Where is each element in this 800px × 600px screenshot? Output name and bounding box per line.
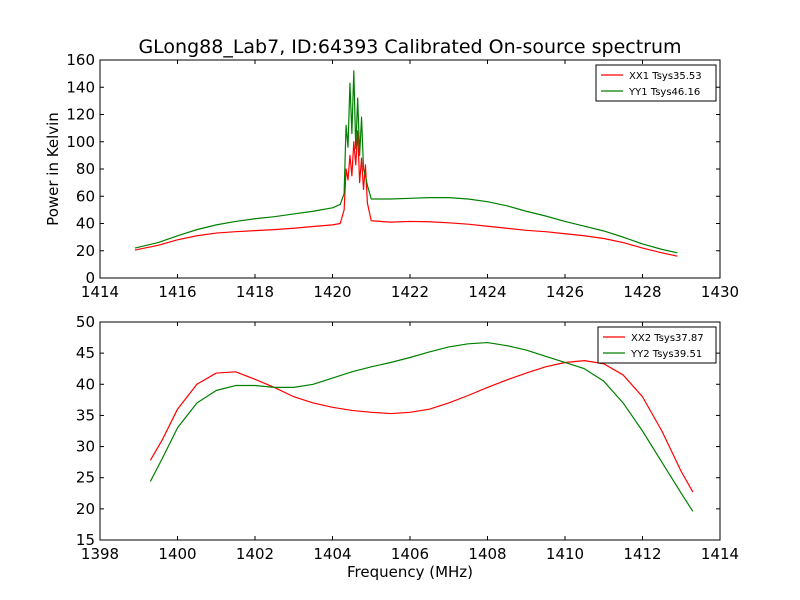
x-tick-label: 1404 — [313, 545, 351, 563]
legend-box — [595, 64, 717, 102]
y-tick-label: 80 — [76, 160, 95, 178]
y-tick-label: 20 — [76, 242, 95, 260]
x-tick-label: 1400 — [158, 545, 196, 563]
legend-entry: YY2 Tsys39.51 — [630, 349, 702, 360]
y-axis-label: Power in Kelvin — [44, 112, 62, 226]
x-tick-label: 1398 — [81, 545, 119, 563]
x-tick-label: 1422 — [391, 283, 429, 301]
x-tick-label: 1426 — [546, 283, 584, 301]
legend-entry: XX1 Tsys35.53 — [629, 71, 702, 82]
bottom-spectrum-panel: 1398 1400 1402 1404 1406 1408 1410 1412 1414 15 20… — [76, 313, 739, 581]
x-tick-label: 1414 — [81, 283, 119, 301]
y-tick-label: 100 — [66, 133, 95, 151]
x-tick-label: 1428 — [623, 283, 661, 301]
y-tick-label: 50 — [76, 313, 95, 331]
y-tick-label: 40 — [76, 375, 95, 393]
y-tick-label: 40 — [76, 215, 95, 233]
y-tick-label: 25 — [76, 469, 95, 487]
x-axis-label: Frequency (MHz) — [347, 563, 473, 581]
x-tick-label: 1424 — [468, 283, 506, 301]
y-tick-label: 0 — [85, 269, 95, 287]
x-tick-label: 1408 — [468, 545, 506, 563]
x-tick-label: 1418 — [236, 283, 274, 301]
legend-entry: YY1 Tsys46.16 — [628, 87, 700, 98]
legend: XX2 Tsys37.87 YY2 Tsys39.51 — [597, 326, 717, 364]
x-tick-label: 1410 — [546, 545, 584, 563]
y-tick-label: 140 — [66, 78, 95, 96]
y-tick-label: 30 — [76, 438, 95, 456]
y-tick-label: 120 — [66, 106, 95, 124]
x-tick-label: 1402 — [236, 545, 274, 563]
y-tick-label: 20 — [76, 500, 95, 518]
y-tick-label: 45 — [76, 344, 95, 362]
x-tick-label: 1412 — [623, 545, 661, 563]
x-tick-label: 1414 — [701, 545, 739, 563]
y-tick-label: 35 — [76, 406, 95, 424]
chart-title: GLong88_Lab7, ID:64393 Calibrated On-sou… — [138, 36, 681, 58]
x-tick-label: 1416 — [158, 283, 196, 301]
series-line-xx2 — [149, 360, 694, 493]
series-line-xx1 — [134, 130, 678, 257]
y-tick-label: 15 — [76, 531, 95, 549]
legend-box — [597, 326, 717, 364]
top-spectrum-panel: 1414 1416 1418 1420 1422 1424 1426 1428 1430 0 20 4… — [44, 51, 739, 301]
legend-entry: XX2 Tsys37.87 — [631, 333, 704, 344]
y-tick-label: 160 — [66, 51, 95, 69]
x-tick-label: 1406 — [391, 545, 429, 563]
y-tick-label: 60 — [76, 187, 95, 205]
x-tick-label: 1430 — [701, 283, 739, 301]
series-line-yy2 — [149, 341, 694, 512]
series-line-yy1 — [134, 70, 678, 254]
legend: XX1 Tsys35.53 YY1 Tsys46.16 — [595, 64, 717, 102]
x-tick-label: 1420 — [313, 283, 351, 301]
